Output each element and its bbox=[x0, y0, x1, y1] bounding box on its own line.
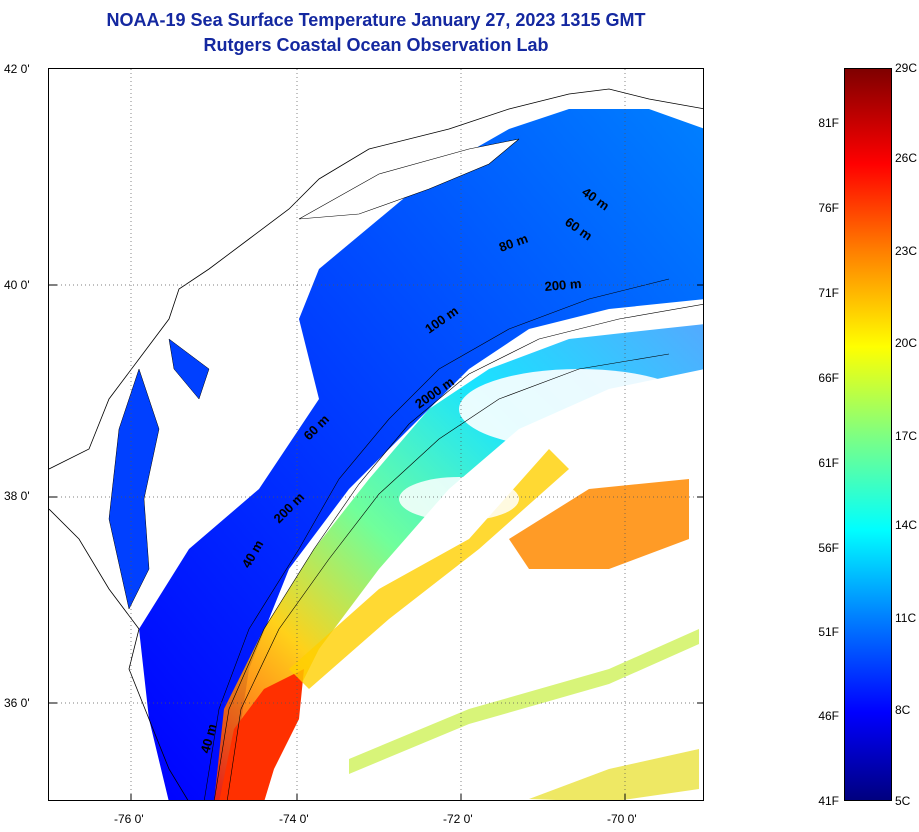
lat-label: 40 0' bbox=[4, 278, 30, 292]
depth-label: 40 m bbox=[197, 722, 219, 755]
coastline-south bbox=[49, 508, 189, 800]
fahrenheit-label: 51F bbox=[818, 625, 839, 639]
shelf-water bbox=[139, 109, 703, 800]
contour-200 bbox=[214, 304, 703, 800]
map-subtitle: Rutgers Coastal Ocean Observation Lab bbox=[203, 35, 549, 55]
gulf-stream-core bbox=[219, 669, 304, 800]
contour-shelf bbox=[204, 278, 670, 800]
celsius-label: 14C bbox=[895, 518, 918, 532]
filament-1 bbox=[349, 629, 699, 774]
celsius-label: 11C bbox=[895, 611, 917, 625]
fahrenheit-label: 71F bbox=[818, 286, 839, 300]
cloud-gap-1 bbox=[369, 589, 669, 729]
cloud-gap-2 bbox=[459, 369, 699, 449]
fahrenheit-label: 46F bbox=[818, 709, 839, 723]
celsius-label: 26C bbox=[895, 151, 918, 165]
fahrenheit-label: 81F bbox=[818, 116, 839, 130]
axis-ticks bbox=[49, 284, 703, 800]
fahrenheit-label: 76F bbox=[818, 201, 839, 215]
fahrenheit-label: 66F bbox=[818, 371, 839, 385]
delaware-bay bbox=[168, 338, 210, 400]
fahrenheit-label: 41F bbox=[818, 794, 839, 808]
celsius-label: 17C bbox=[895, 429, 918, 443]
coastline bbox=[49, 88, 703, 470]
lat-label: 38 0' bbox=[4, 489, 30, 503]
long-island bbox=[298, 138, 520, 220]
fahrenheit-label: 61F bbox=[818, 456, 839, 470]
contour-2000 bbox=[226, 353, 670, 800]
lon-label: -76 0' bbox=[114, 812, 144, 826]
lat-label: 42 0' bbox=[4, 62, 30, 76]
depth-label: 200 m bbox=[544, 276, 582, 294]
graticule bbox=[49, 69, 703, 800]
sst-map-graphic: 40 m 60 m 80 m 200 m 100 m 2000 m 60 m 2… bbox=[49, 69, 703, 800]
celsius-label: 8C bbox=[895, 703, 911, 717]
sst-map: 40 m 60 m 80 m 200 m 100 m 2000 m 60 m 2… bbox=[48, 68, 704, 801]
celsius-label: 20C bbox=[895, 336, 918, 350]
lon-label: -70 0' bbox=[607, 812, 637, 826]
celsius-label: 5C bbox=[895, 794, 911, 808]
celsius-label: 29C bbox=[895, 61, 918, 75]
cloud-gap-3 bbox=[399, 477, 519, 521]
warm-eddy bbox=[509, 479, 689, 569]
fahrenheit-label: 56F bbox=[818, 541, 839, 555]
lat-label: 36 0' bbox=[4, 696, 30, 710]
lon-label: -74 0' bbox=[279, 812, 309, 826]
lon-label: -72 0' bbox=[443, 812, 473, 826]
temperature-colorbar bbox=[844, 68, 892, 801]
map-title: NOAA-19 Sea Surface Temperature January … bbox=[106, 10, 646, 30]
chesapeake-bay bbox=[108, 368, 160, 610]
filament-2 bbox=[529, 749, 699, 800]
celsius-label: 23C bbox=[895, 244, 918, 258]
